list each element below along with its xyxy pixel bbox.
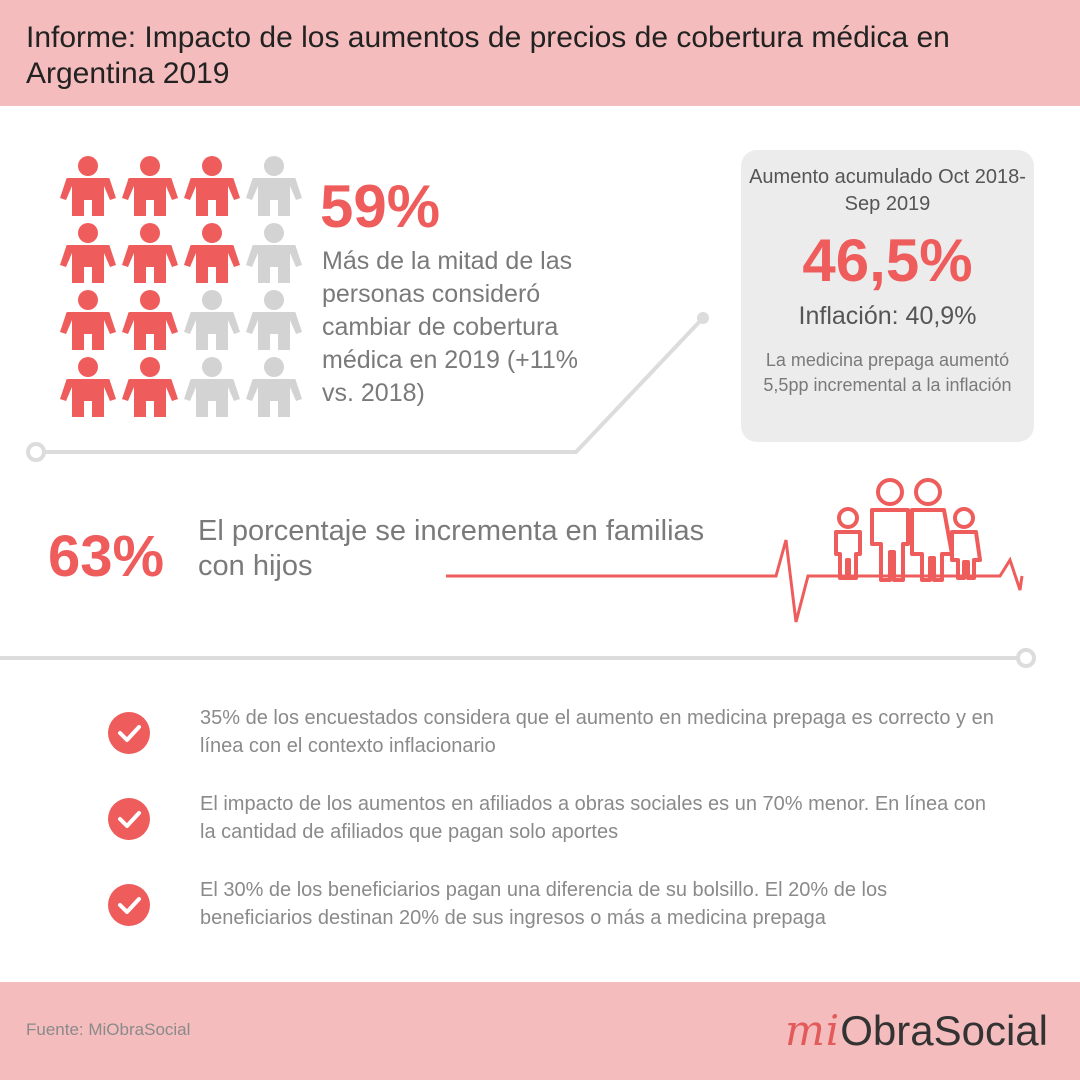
stat-63-value: 63%: [48, 524, 165, 589]
person-icon: [246, 357, 302, 417]
logo-obrasocial: ObraSocial: [840, 1007, 1048, 1054]
page-title: Informe: Impacto de los aumentos de prec…: [26, 21, 950, 90]
person-icon: [184, 290, 240, 350]
family-icon: [834, 478, 982, 582]
card-title: Aumento acumulado Oct 2018-Sep 2019: [749, 166, 1026, 215]
logo-mi: mi: [784, 1006, 841, 1055]
person-icon: [184, 357, 240, 417]
source-note: Fuente: MiObraSocial: [26, 1020, 191, 1039]
person-icon: [246, 290, 302, 350]
card-note: La medicina prepaga aumentó 5,5pp increm…: [763, 350, 1012, 395]
list-item: El 30% de los beneficiarios pagan una di…: [108, 876, 1008, 946]
card-value: 46,5%: [802, 227, 973, 294]
bullet-text: El 30% de los beneficiarios pagan una di…: [200, 879, 888, 929]
person-icon: [246, 156, 302, 216]
list-item: El impacto de los aumentos en afiliados …: [108, 790, 1008, 860]
brand-logo: miObraSocial: [785, 1006, 1048, 1056]
price-increase-card: Aumento acumulado Oct 2018-Sep 2019 46,5…: [741, 150, 1034, 442]
person-icon: [60, 156, 116, 216]
people-icon-grid: [58, 156, 308, 421]
check-circle-icon: [108, 884, 150, 926]
person-icon: [60, 223, 116, 283]
stat-63-description: El porcentaje se incrementa en familias …: [198, 515, 705, 582]
person-icon: [122, 223, 178, 283]
bullet-text: 35% de los encuestados considera que el …: [200, 707, 994, 757]
card-inflation: Inflación: 40,9%: [798, 302, 977, 330]
check-circle-icon: [108, 798, 150, 840]
stat-59-description: Más de la mitad de las personas consider…: [322, 247, 578, 407]
list-item: 35% de los encuestados considera que el …: [108, 704, 1008, 774]
person-icon: [246, 223, 302, 283]
stat-59-value: 59%: [320, 173, 441, 240]
person-icon: [122, 156, 178, 216]
check-circle-icon: [108, 712, 150, 754]
person-icon: [122, 357, 178, 417]
header-bar: Informe: Impacto de los aumentos de prec…: [0, 0, 1080, 106]
person-icon: [60, 357, 116, 417]
person-icon: [122, 290, 178, 350]
person-icon: [184, 156, 240, 216]
bullet-text: El impacto de los aumentos en afiliados …: [200, 793, 987, 843]
person-icon: [60, 290, 116, 350]
person-icon: [184, 223, 240, 283]
footer-bar: Fuente: MiObraSocial miObraSocial: [0, 982, 1080, 1080]
